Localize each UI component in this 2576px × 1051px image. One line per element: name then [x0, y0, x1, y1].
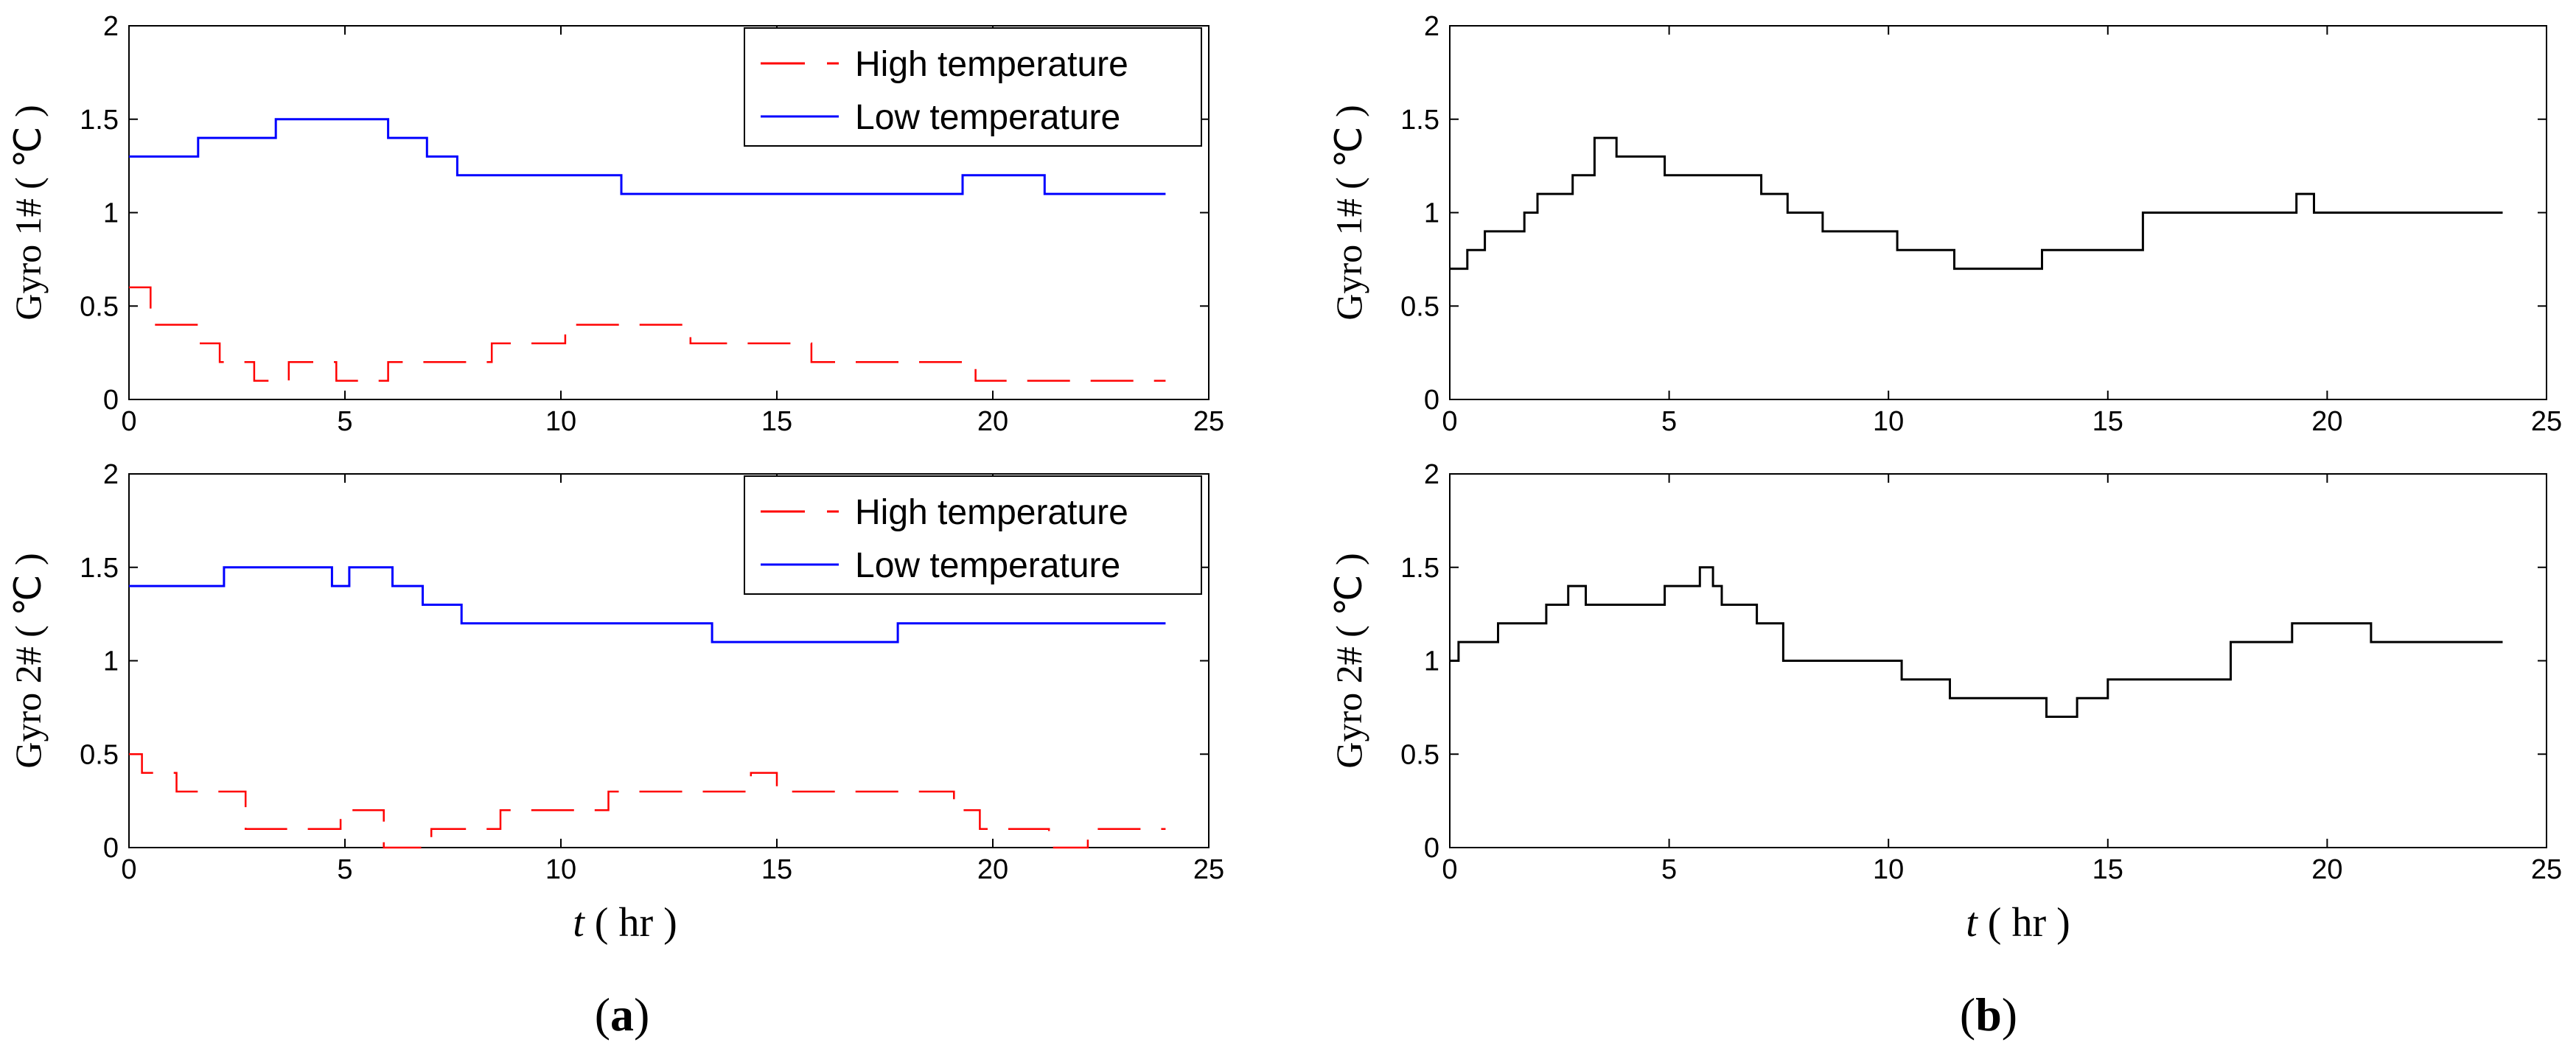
panel-label-b: (b)	[1960, 988, 2017, 1041]
x-tick-label: 0	[121, 854, 136, 885]
x-tick-label: 25	[1193, 854, 1224, 885]
x-tick-label: 15	[2092, 854, 2123, 885]
y-tick-label: 1	[1424, 646, 1439, 677]
y-axis-title: Gyro 1# ( ℃ )	[7, 105, 49, 320]
x-tick-label: 20	[977, 854, 1008, 885]
y-tick-label: 0.5	[1400, 291, 1439, 322]
y-tick-label: 1	[103, 646, 119, 677]
x-tick-label: 10	[1873, 854, 1904, 885]
x-tick-label: 5	[337, 406, 352, 437]
y-tick-label: 2	[103, 459, 119, 490]
series-line-first	[129, 753, 1166, 849]
y-tick-label: 0.5	[80, 739, 119, 770]
y-tick-label: 1.5	[80, 105, 119, 136]
y-tick-label: 0.5	[1400, 739, 1439, 770]
legend-label: Low temperature	[855, 98, 1120, 137]
plot-frame	[1449, 473, 2547, 848]
y-tick-label: 1.5	[1400, 553, 1439, 584]
x-tick-label: 5	[337, 854, 352, 885]
y-tick-label: 1.5	[1400, 105, 1439, 136]
x-tick-label: 20	[2311, 854, 2342, 885]
x-tick-label: 15	[761, 854, 792, 885]
y-tick-label: 0	[1424, 385, 1439, 416]
x-tick-label: 10	[545, 406, 576, 437]
y-tick-label: 2	[1424, 11, 1439, 42]
x-tick-label: 15	[2092, 406, 2123, 437]
x-tick-label: 0	[1442, 406, 1457, 437]
x-tick-label: 15	[761, 406, 792, 437]
chart-b-top: 0 5 10 15 20 25 0 0.5 1 1.5 2 Gyro 1# ( ℃ )	[1328, 11, 2562, 437]
panel-label-b-letter: b	[1975, 988, 2002, 1041]
legend-box	[744, 27, 1202, 147]
chart-b-bottom: 0 5 10 15 20 25 0 0.5 1 1.5 2 Gyro 2# ( ℃ )	[1328, 459, 2562, 885]
x-tick-label: 0	[1442, 854, 1457, 885]
chart-a-top: 0 5 10 15 20 25 0 0.5 1 1.5 2 Gyro 1# ( ℃ ) High tem…	[7, 11, 1224, 437]
series-line-first	[1450, 136, 2503, 270]
y-tick-label: 2	[103, 11, 119, 42]
y-axis-title: Gyro 1# ( ℃ )	[1328, 105, 1369, 320]
chart-a-bottom: 0 5 10 15 20 25 0 0.5 1 1.5 2 Gyro 2# ( ℃ ) High tem…	[7, 459, 1224, 885]
x-tick-label: 20	[977, 406, 1008, 437]
y-axis-title: Gyro 2# ( ℃ )	[7, 553, 49, 768]
legend-box	[744, 475, 1202, 595]
x-axis-title-b: t ( hr )	[1966, 900, 2070, 946]
x-tick-label: 10	[1873, 406, 1904, 437]
y-tick-label: 0	[1424, 833, 1439, 864]
y-tick-label: 2	[1424, 459, 1439, 490]
legend-label: High temperature	[855, 45, 1128, 84]
x-tick-label: 25	[1193, 406, 1224, 437]
y-tick-label: 1	[1424, 198, 1439, 229]
x-tick-label: 25	[2531, 854, 2562, 885]
x-tick-label: 5	[1661, 406, 1677, 437]
panel-label-a-letter: a	[610, 988, 634, 1041]
y-axis-title: Gyro 2# ( ℃ )	[1328, 553, 1369, 768]
x-tick-label: 25	[2531, 406, 2562, 437]
legend-label: High temperature	[855, 493, 1128, 532]
series-line-second	[129, 118, 1166, 195]
series-line-first	[129, 286, 1166, 382]
y-tick-label: 0	[103, 833, 119, 864]
legend-label: Low temperature	[855, 546, 1120, 585]
x-tick-label: 10	[545, 854, 576, 885]
x-tick-label: 20	[2311, 406, 2342, 437]
x-tick-label: 5	[1661, 854, 1677, 885]
series-line-first	[1450, 566, 2503, 718]
y-tick-label: 1	[103, 198, 119, 229]
y-tick-label: 1.5	[80, 553, 119, 584]
panel-label-a: (a)	[595, 988, 650, 1041]
y-tick-label: 0	[103, 385, 119, 416]
series-line-second	[129, 566, 1166, 643]
x-tick-label: 0	[121, 406, 136, 437]
x-axis-title-a: t ( hr )	[573, 900, 677, 946]
y-tick-label: 0.5	[80, 291, 119, 322]
